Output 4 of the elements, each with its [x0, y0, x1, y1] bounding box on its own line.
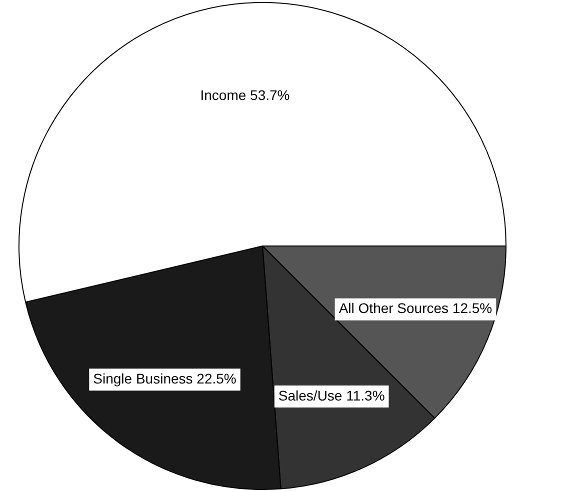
slice-label: Single Business 22.5% — [93, 370, 236, 387]
slice-label: Sales/Use 11.3% — [278, 387, 385, 404]
slice-label: All Other Sources 12.5% — [338, 300, 492, 316]
slice-label: Income 53.7% — [200, 86, 290, 103]
